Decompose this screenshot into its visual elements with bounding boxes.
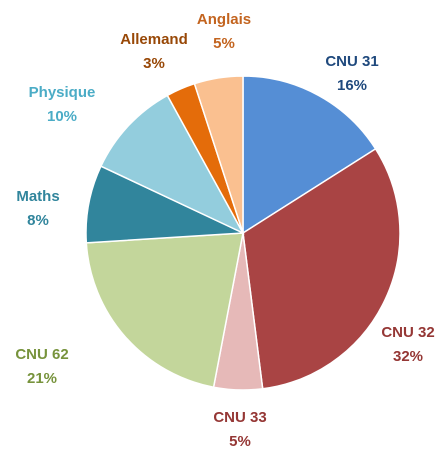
- slice-value-label: 8%: [27, 212, 49, 229]
- pie-slice: [242, 75, 377, 235]
- slice-label: CNU 32: [381, 324, 434, 341]
- slice-label: Maths: [16, 188, 59, 205]
- slice-label: Anglais: [197, 11, 251, 28]
- slice-value-label: 10%: [47, 108, 77, 125]
- pie-slice: [193, 75, 244, 234]
- slice-value-label: 32%: [393, 348, 423, 365]
- slice-label: CNU 62: [15, 346, 68, 363]
- slice-label: CNU 31: [325, 53, 378, 70]
- slice-label: Physique: [29, 84, 96, 101]
- slice-value-label: 16%: [337, 77, 367, 94]
- slice-value-label: 21%: [27, 370, 57, 387]
- slice-label: Allemand: [120, 31, 188, 48]
- slice-label: CNU 33: [213, 409, 266, 426]
- pie-slice: [85, 232, 244, 389]
- slice-value-label: 5%: [213, 35, 235, 52]
- pie-slice: [99, 94, 245, 235]
- slice-value-label: 3%: [143, 55, 165, 72]
- pie-slice: [242, 147, 401, 390]
- slice-value-label: 5%: [229, 433, 251, 450]
